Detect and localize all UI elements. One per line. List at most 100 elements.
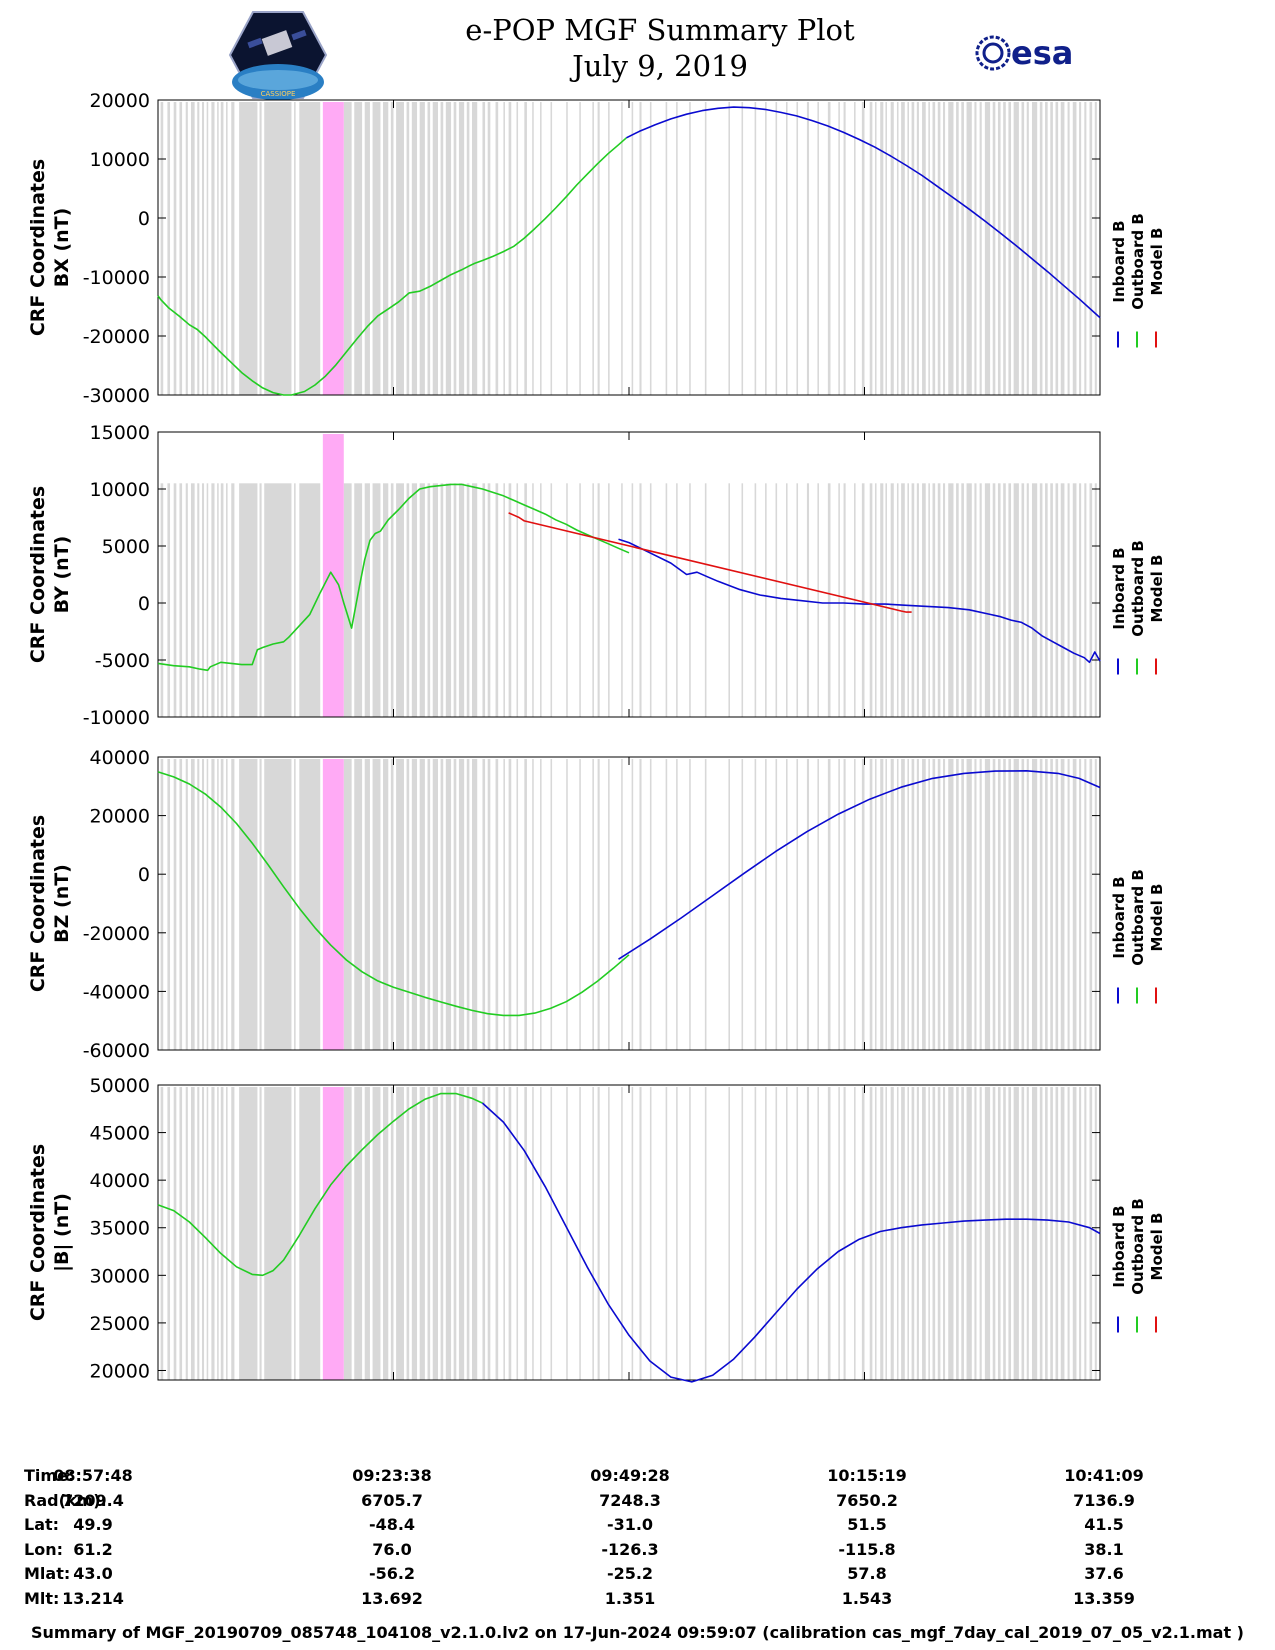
data-gap-band — [1026, 483, 1029, 717]
data-gap-band — [1013, 759, 1019, 1050]
data-gap-band — [1008, 102, 1012, 395]
data-gap-band — [432, 483, 438, 717]
highlight-band — [322, 759, 344, 1050]
data-gap-band — [639, 483, 642, 717]
data-gap-band — [432, 759, 438, 1050]
data-gap-band — [579, 102, 581, 395]
data-gap-band — [827, 102, 831, 395]
data-gap-band — [1084, 1087, 1087, 1380]
data-gap-band — [579, 1087, 581, 1380]
data-gap-band — [173, 1087, 177, 1380]
data-gap-band — [1003, 1087, 1006, 1380]
data-gap-band — [466, 759, 470, 1050]
data-gap-band — [901, 483, 905, 717]
data-gap-band — [961, 483, 964, 717]
data-gap-band — [728, 483, 731, 717]
data-gap-band — [540, 483, 542, 717]
data-gap-band — [992, 102, 996, 395]
data-gap-band — [503, 102, 505, 395]
data-gap-band — [396, 102, 404, 395]
data-gap-band — [372, 102, 381, 395]
data-gap-band — [966, 1087, 972, 1380]
data-gap-band — [264, 102, 292, 395]
data-gap-band — [932, 759, 936, 1050]
data-gap-band — [206, 102, 209, 395]
data-gap-band — [1084, 483, 1087, 717]
cassiope-logo: CASSIOPE — [228, 11, 328, 100]
data-gap-band — [741, 483, 744, 717]
info-cell: 41.5 — [1084, 1515, 1124, 1534]
info-cell: -48.4 — [368, 1515, 416, 1534]
info-cell: 13.692 — [361, 1588, 423, 1608]
data-gap-band — [608, 102, 610, 395]
data-gap-band — [354, 759, 363, 1050]
data-gap-band — [890, 759, 894, 1050]
legend-entry: Inboard B — [1110, 876, 1128, 958]
panel-by: -10000 -5000 0 5000 10000 15000 CRF Coordinate… — [27, 422, 1166, 729]
data-gap-band — [383, 759, 389, 1050]
data-gap-band — [383, 102, 389, 395]
panel-bz: -60000 -40000 -20000 0 20000 40000 CRF Coordin… — [27, 747, 1166, 1062]
data-gap-band — [495, 1087, 499, 1380]
y-tick-label: 5000 — [102, 536, 150, 558]
info-row-label: Lon: — [24, 1539, 63, 1559]
data-gap-band — [817, 1087, 819, 1380]
data-gap-band — [1094, 1087, 1097, 1380]
data-gap-band — [160, 1087, 164, 1380]
data-gap-band — [383, 483, 389, 717]
legend-entry: Outboard B — [1129, 869, 1147, 966]
data-gap-band — [649, 1087, 652, 1380]
data-gap-band — [689, 759, 691, 1050]
data-gap-band — [231, 102, 235, 395]
series-outboard-b — [157, 771, 630, 1017]
data-gap-band — [1039, 1087, 1043, 1380]
info-cell: 7650.2 — [836, 1490, 898, 1510]
data-gap-band — [907, 759, 909, 1050]
data-gap-band — [979, 759, 982, 1050]
data-gap-band — [458, 1087, 465, 1380]
data-gap-band — [639, 102, 642, 395]
data-gap-band — [1089, 483, 1093, 717]
data-gap-band — [239, 1087, 258, 1380]
data-gap-band — [1031, 1087, 1038, 1380]
data-gap-band — [896, 759, 899, 1050]
data-gap-band — [992, 759, 996, 1050]
data-gap-band — [1045, 759, 1048, 1050]
data-gap-band — [592, 1087, 594, 1380]
data-gap-band — [728, 1087, 731, 1380]
data-gap-band — [343, 1087, 352, 1380]
y-axis-label: CRF Coordinates BX (nT) — [27, 159, 73, 336]
y-tick-label: 20000 — [90, 1360, 150, 1382]
data-gap-band — [516, 759, 519, 1050]
data-gap-band — [838, 102, 840, 395]
data-gap-band — [907, 1087, 909, 1380]
data-gap-band — [354, 102, 363, 395]
data-gap-band — [597, 483, 600, 717]
data-gap-band — [226, 483, 228, 717]
data-gap-band — [974, 102, 977, 395]
data-gap-band — [211, 759, 215, 1050]
info-cell: 7136.9 — [1073, 1490, 1135, 1510]
data-gap-band — [765, 483, 767, 717]
data-gap-band — [916, 483, 919, 717]
data-gap-band — [1072, 102, 1077, 395]
data-gap-band — [179, 759, 183, 1050]
data-gap-band — [259, 102, 262, 395]
data-gap-band — [817, 759, 819, 1050]
data-gap-band — [201, 1087, 205, 1380]
y-axis-label-line: BZ (nT) — [51, 864, 73, 943]
data-gap-band — [364, 102, 370, 395]
y-tick-label: -5000 — [95, 650, 150, 672]
info-cell: -31.0 — [606, 1515, 654, 1534]
data-gap-band — [383, 1087, 389, 1380]
data-gap-band — [495, 483, 499, 717]
legend-entry: Outboard B — [1129, 540, 1147, 637]
data-gap-band — [907, 102, 909, 395]
data-gap-band — [1045, 483, 1048, 717]
data-gap-band — [197, 759, 200, 1050]
data-gap-band — [992, 483, 996, 717]
data-gap-band — [508, 1087, 512, 1380]
data-gap-band — [294, 102, 296, 395]
data-gap-band — [741, 759, 744, 1050]
data-gap-band — [299, 759, 321, 1050]
